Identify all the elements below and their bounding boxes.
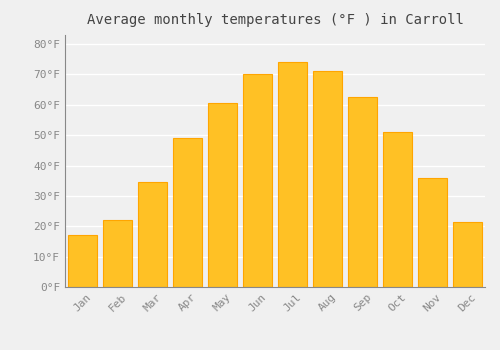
Bar — [312, 71, 342, 287]
Bar — [138, 182, 168, 287]
Title: Average monthly temperatures (°F ) in Carroll: Average monthly temperatures (°F ) in Ca… — [86, 13, 464, 27]
Bar — [278, 62, 308, 287]
Bar — [452, 222, 482, 287]
Bar — [102, 220, 132, 287]
Bar — [348, 97, 378, 287]
Bar — [382, 132, 412, 287]
Bar — [418, 178, 448, 287]
Bar — [208, 103, 238, 287]
Bar — [242, 75, 272, 287]
Bar — [68, 236, 98, 287]
Bar — [172, 138, 203, 287]
